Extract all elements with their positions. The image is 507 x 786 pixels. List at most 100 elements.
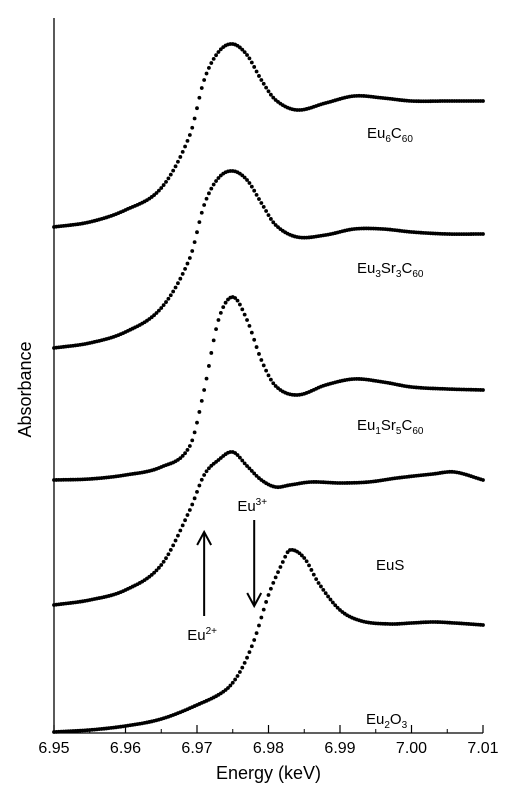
data-point bbox=[207, 66, 211, 70]
data-point bbox=[221, 305, 226, 310]
data-point bbox=[214, 53, 218, 58]
data-point bbox=[192, 430, 197, 435]
data-point bbox=[268, 377, 273, 382]
data-point bbox=[199, 210, 204, 215]
data-point bbox=[159, 186, 164, 190]
data-point bbox=[240, 665, 245, 670]
data-point bbox=[481, 232, 485, 236]
data-point bbox=[164, 179, 168, 184]
series-label-EuS: EuS bbox=[376, 557, 404, 574]
data-point bbox=[268, 217, 273, 221]
data-point bbox=[173, 164, 178, 169]
data-point bbox=[211, 338, 216, 343]
data-point bbox=[335, 605, 340, 610]
data-point bbox=[156, 565, 161, 570]
data-point bbox=[481, 478, 485, 482]
data-point bbox=[257, 197, 261, 201]
x-tick-label: 7.00 bbox=[396, 740, 427, 757]
data-point bbox=[168, 293, 173, 298]
axes: 6.95 6.96 6.97 6.98 6.99 7.00 7.01 bbox=[38, 18, 499, 757]
data-point bbox=[252, 188, 257, 193]
data-point bbox=[264, 209, 269, 213]
data-point bbox=[183, 266, 187, 271]
data-point bbox=[249, 60, 254, 65]
data-point bbox=[185, 138, 190, 143]
data-point bbox=[190, 502, 195, 507]
data-point bbox=[252, 638, 257, 642]
data-point bbox=[171, 289, 176, 294]
data-point bbox=[211, 182, 216, 187]
data-point bbox=[176, 159, 180, 164]
data-point bbox=[199, 86, 204, 90]
data-point bbox=[249, 644, 254, 649]
data-point bbox=[257, 74, 261, 78]
data-point bbox=[245, 655, 249, 660]
data-point bbox=[228, 683, 233, 688]
data-point bbox=[180, 523, 185, 528]
data-point bbox=[209, 351, 214, 355]
data-point bbox=[197, 220, 202, 225]
data-point bbox=[259, 358, 264, 362]
data-point bbox=[259, 78, 264, 82]
data-point bbox=[283, 554, 288, 559]
data-point bbox=[185, 261, 190, 266]
data-point bbox=[178, 276, 183, 281]
data-point bbox=[235, 674, 240, 678]
data-point bbox=[326, 594, 330, 599]
data-point bbox=[264, 368, 269, 373]
data-point bbox=[309, 568, 314, 572]
data-point bbox=[307, 563, 311, 568]
data-point bbox=[192, 116, 197, 121]
data-point bbox=[195, 230, 199, 235]
data-point bbox=[242, 312, 247, 317]
data-point bbox=[273, 575, 278, 580]
data-point bbox=[226, 686, 230, 690]
data-point bbox=[214, 327, 218, 332]
data-point bbox=[185, 448, 190, 452]
data-point bbox=[242, 461, 247, 466]
data-point bbox=[180, 272, 185, 276]
data-point bbox=[249, 330, 254, 335]
data-point bbox=[159, 563, 164, 567]
series-label-Eu2O3: Eu2O3 bbox=[366, 711, 408, 731]
data-point bbox=[204, 196, 209, 201]
data-point bbox=[247, 323, 252, 328]
data-point bbox=[207, 364, 211, 368]
x-tick-label: 6.99 bbox=[324, 740, 355, 757]
data-point bbox=[216, 50, 221, 54]
data-point bbox=[183, 451, 187, 456]
data-point bbox=[242, 50, 247, 55]
data-point bbox=[264, 600, 269, 604]
data-point bbox=[204, 469, 209, 474]
data-point bbox=[152, 570, 157, 575]
data-point bbox=[259, 615, 264, 620]
data-point bbox=[257, 623, 261, 628]
data-point bbox=[235, 453, 240, 457]
data-point bbox=[266, 89, 271, 94]
data-point bbox=[156, 308, 161, 313]
series-label-Eu6C60: Eu6C60 bbox=[367, 125, 413, 145]
data-point bbox=[233, 677, 238, 682]
data-point bbox=[264, 85, 269, 90]
data-point bbox=[252, 65, 257, 69]
data-point bbox=[156, 188, 161, 193]
series-Eu2O3 bbox=[52, 548, 485, 734]
data-point bbox=[192, 496, 197, 501]
data-point bbox=[247, 466, 252, 471]
annotation-label: Eu2+ bbox=[187, 626, 217, 644]
data-point bbox=[271, 95, 276, 100]
data-point bbox=[261, 363, 266, 368]
arrow-head bbox=[196, 529, 213, 546]
annotation-Eu2+: Eu2+ bbox=[187, 529, 217, 644]
data-point bbox=[202, 203, 207, 207]
data-point bbox=[245, 178, 249, 182]
data-point bbox=[242, 660, 247, 665]
data-point bbox=[261, 205, 266, 209]
data-point bbox=[171, 543, 176, 548]
data-point bbox=[195, 106, 199, 111]
data-point bbox=[254, 631, 259, 636]
data-point bbox=[164, 556, 168, 561]
data-point bbox=[202, 473, 207, 477]
data-point bbox=[254, 192, 259, 197]
